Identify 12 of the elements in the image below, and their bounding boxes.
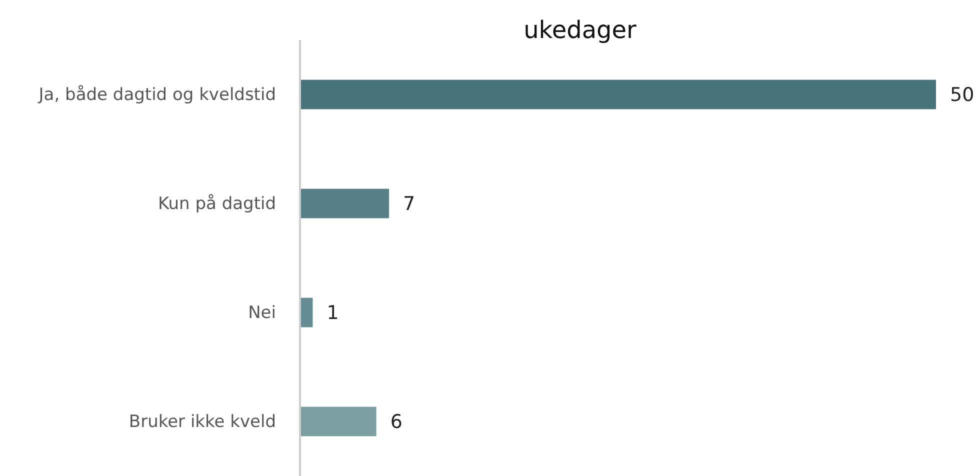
data-label: 50	[950, 84, 974, 106]
data-label: 7	[403, 193, 416, 216]
y-tick-label: Kun på dagtid	[158, 194, 276, 214]
bar	[300, 80, 936, 110]
chart-title: ukedager	[524, 16, 637, 44]
data-label: 6	[390, 411, 402, 434]
data-label: 1	[326, 302, 339, 324]
bar	[300, 188, 390, 218]
y-tick-label: Bruker ikke kveld	[128, 412, 276, 432]
y-tick-label: Ja, både dagtid og kveldstid	[38, 84, 276, 105]
bar	[300, 406, 376, 436]
y-tick-label: Nei	[248, 302, 276, 323]
